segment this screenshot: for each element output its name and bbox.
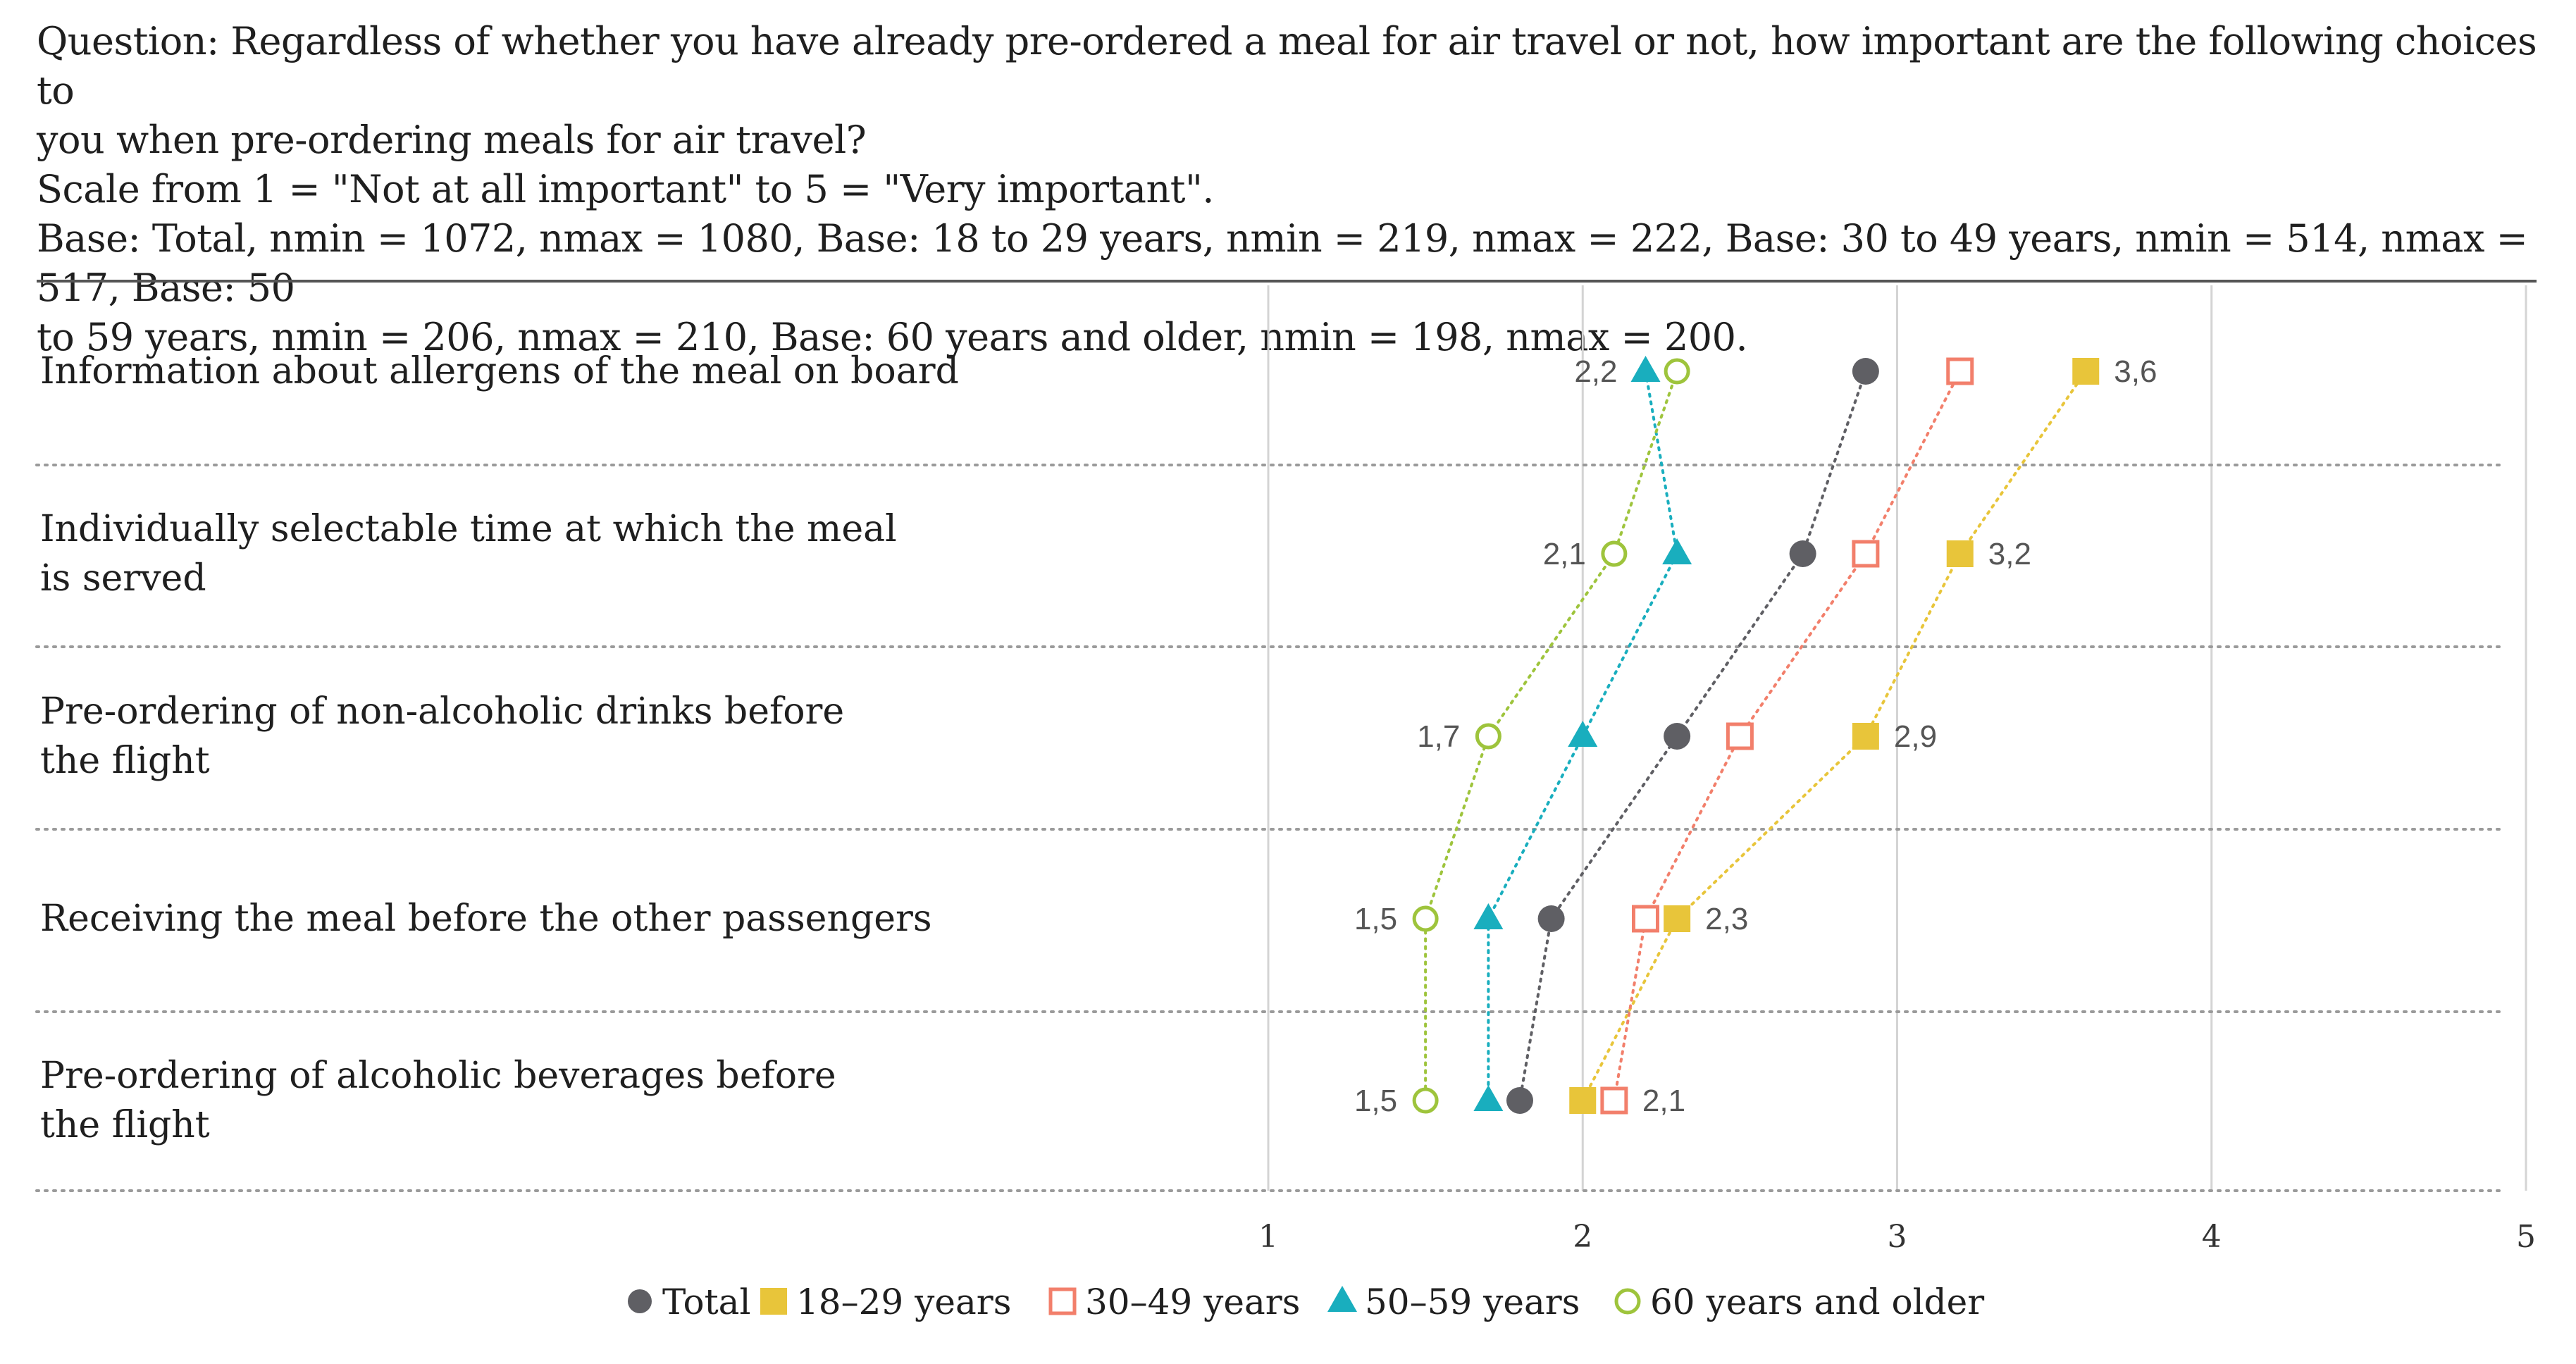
point-series3-row1 xyxy=(1946,357,1974,385)
category-label-2-line1: Individually selectable time at which th… xyxy=(40,508,897,550)
point-series4-row1 xyxy=(1630,356,1661,382)
question-text-line2: you when pre-ordering meals for air trav… xyxy=(37,118,867,162)
legend-label-5: 60 years and older xyxy=(1650,1282,1984,1322)
legend-label-1: Total xyxy=(662,1282,750,1322)
series-line-5 xyxy=(1424,370,1679,1102)
legend-label-2: 18–29 years xyxy=(796,1282,1011,1322)
point-series2-row1 xyxy=(2072,358,2100,385)
point-series1-row4 xyxy=(1537,905,1565,932)
legend-marker-2 xyxy=(760,1288,787,1315)
point-series2-row4 xyxy=(1664,905,1691,932)
x-tick-label-3: 3 xyxy=(1888,1219,1907,1255)
chart-header: Question: Regardless of whether you have… xyxy=(37,17,2545,362)
category-label-1: Information about allergens of the meal … xyxy=(40,350,959,392)
point-series1-row2 xyxy=(1789,540,1816,567)
legend-label-3: 30–49 years xyxy=(1085,1282,1300,1322)
base-text-line1: Base: Total, nmin = 1072, nmax = 1080, B… xyxy=(37,216,2540,310)
x-tick-label-4: 4 xyxy=(2202,1219,2222,1255)
x-tick-label-2: 2 xyxy=(1573,1219,1592,1255)
point-series4-row5 xyxy=(1473,1085,1504,1111)
data-label-min-row4: 1,5 xyxy=(1354,902,1397,936)
category-label-2-line2: is served xyxy=(40,557,206,600)
x-tick-label-1: 1 xyxy=(1258,1219,1278,1255)
point-series2-row5 xyxy=(1569,1087,1597,1114)
point-series4-row3 xyxy=(1568,721,1598,747)
point-series3-row4 xyxy=(1632,905,1659,933)
legend-marker-3 xyxy=(1048,1287,1077,1315)
point-series3-row2 xyxy=(1852,540,1880,568)
scale-text: Scale from 1 = "Not at all important" to… xyxy=(37,167,1214,211)
data-label-min-row3: 1,7 xyxy=(1417,719,1460,754)
base-text-line2: to 59 years, nmin = 206, nmax = 210, Bas… xyxy=(37,315,1748,359)
data-label-min-row5: 1,5 xyxy=(1354,1084,1397,1118)
category-label-5-line1: Pre-ordering of alcoholic beverages befo… xyxy=(40,1055,836,1097)
point-series4-row4 xyxy=(1473,903,1504,929)
data-label-max-row1: 3,6 xyxy=(2114,354,2157,389)
category-label-3-line2: the flight xyxy=(40,740,210,782)
point-series3-row5 xyxy=(1600,1086,1628,1115)
category-label-5-line2: the flight xyxy=(40,1104,210,1146)
point-series1-row3 xyxy=(1664,723,1691,750)
data-label-max-row4: 2,3 xyxy=(1705,902,1748,936)
point-series3-row3 xyxy=(1726,722,1754,750)
point-series5-row3 xyxy=(1475,723,1501,750)
category-label-3-line1: Pre-ordering of non-alcoholic drinks bef… xyxy=(40,690,844,733)
data-label-min-row2: 2,1 xyxy=(1543,537,1586,571)
point-series4-row2 xyxy=(1662,538,1692,564)
legend-label-4: 50–59 years xyxy=(1365,1282,1580,1322)
legend-marker-1 xyxy=(628,1289,652,1313)
data-label-max-row3: 2,9 xyxy=(1894,719,1937,754)
x-tick-label-5: 5 xyxy=(2516,1219,2536,1255)
point-series5-row5 xyxy=(1412,1087,1439,1114)
point-series1-row5 xyxy=(1506,1087,1533,1114)
point-series2-row3 xyxy=(1852,723,1879,750)
series-line-1 xyxy=(1518,370,1867,1102)
data-label-min-row1: 2,2 xyxy=(1574,354,1617,389)
data-label-max-row5: 2,1 xyxy=(1642,1084,1685,1118)
point-series5-row2 xyxy=(1601,540,1628,567)
legend-marker-5 xyxy=(1614,1288,1641,1315)
point-series1-row1 xyxy=(1852,358,1879,385)
data-label-max-row2: 3,2 xyxy=(1988,537,2031,571)
point-series5-row4 xyxy=(1412,905,1439,932)
category-label-4: Receiving the meal before the other pass… xyxy=(40,898,932,940)
question-text-line1: Question: Regardless of whether you have… xyxy=(37,19,2549,113)
legend-marker-4 xyxy=(1327,1286,1357,1312)
point-series2-row2 xyxy=(1946,540,1974,567)
point-series5-row1 xyxy=(1664,358,1690,385)
series-line-2 xyxy=(1581,370,2088,1102)
